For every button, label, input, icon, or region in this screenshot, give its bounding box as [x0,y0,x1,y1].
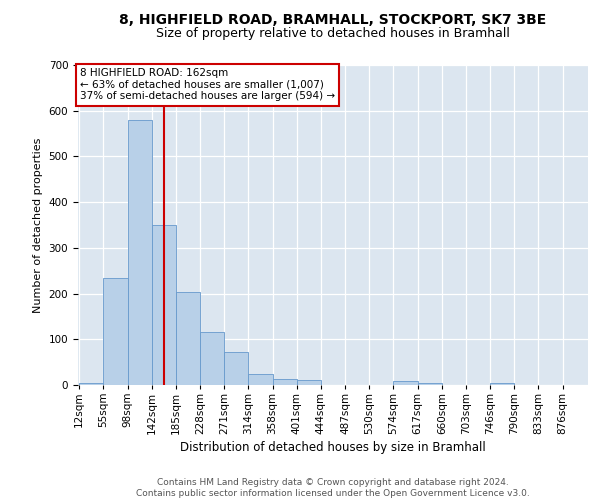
Bar [128,120,152,385]
Text: Contains HM Land Registry data © Crown copyright and database right 2024.
Contai: Contains HM Land Registry data © Crown c… [136,478,530,498]
Text: Size of property relative to detached houses in Bramhall: Size of property relative to detached ho… [156,28,510,40]
Bar [394,382,418,385]
Bar [272,379,297,385]
Bar [248,374,272,385]
Bar [103,278,128,385]
Bar [79,382,103,385]
Bar [176,292,200,385]
Bar [200,332,224,385]
Text: 8, HIGHFIELD ROAD, BRAMHALL, STOCKPORT, SK7 3BE: 8, HIGHFIELD ROAD, BRAMHALL, STOCKPORT, … [119,12,547,26]
X-axis label: Distribution of detached houses by size in Bramhall: Distribution of detached houses by size … [180,441,486,454]
Bar [152,225,176,385]
Bar [418,382,442,385]
Text: 8 HIGHFIELD ROAD: 162sqm
← 63% of detached houses are smaller (1,007)
37% of sem: 8 HIGHFIELD ROAD: 162sqm ← 63% of detach… [80,68,335,102]
Bar [224,352,248,385]
Y-axis label: Number of detached properties: Number of detached properties [33,138,43,312]
Bar [297,380,321,385]
Bar [490,382,514,385]
